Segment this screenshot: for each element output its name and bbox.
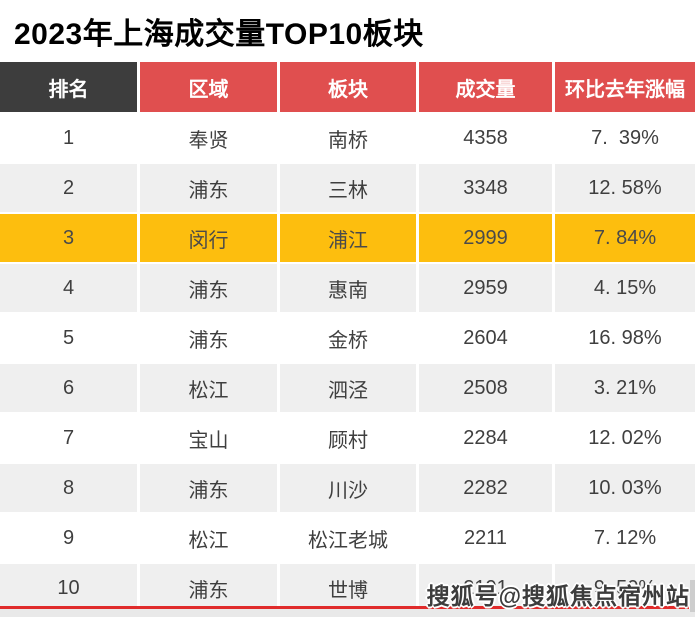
cell-volume-highlighted: 2999 xyxy=(419,214,552,262)
cell-volume: 2604 xyxy=(419,314,552,362)
cell-area: 川沙 xyxy=(280,464,416,512)
cell-yoy: 10. 03% xyxy=(555,464,695,512)
cell-yoy: 7. 39% xyxy=(555,114,695,162)
cell-yoy: 12. 02% xyxy=(555,414,695,462)
cell-district: 松江 xyxy=(140,514,277,562)
cell-area: 金桥 xyxy=(280,314,416,362)
cell-district-highlighted: 闵行 xyxy=(140,214,277,262)
cell-yoy-highlighted: 7. 84% xyxy=(555,214,695,262)
column-header-district: 区域 xyxy=(140,62,277,112)
cell-yoy: 16. 98% xyxy=(555,314,695,362)
cell-volume: 2959 xyxy=(419,264,552,312)
cell-rank: 5 xyxy=(0,314,137,362)
cell-yoy: 4. 15% xyxy=(555,264,695,312)
scrollbar-thumb[interactable] xyxy=(690,580,695,612)
cell-yoy: 9. 50% xyxy=(555,564,695,606)
column-header-volume: 成交量 xyxy=(419,62,552,112)
cell-yoy: 12. 58% xyxy=(555,164,695,212)
cell-district: 浦东 xyxy=(140,464,277,512)
cell-rank: 6 xyxy=(0,364,137,412)
bottom-red-divider xyxy=(0,606,689,609)
cell-area: 松江老城 xyxy=(280,514,416,562)
cell-rank: 8 xyxy=(0,464,137,512)
cell-area: 泗泾 xyxy=(280,364,416,412)
bottom-band xyxy=(0,609,695,617)
cell-rank: 10 xyxy=(0,564,137,606)
cell-volume: 2191 xyxy=(419,564,552,606)
cell-volume: 2508 xyxy=(419,364,552,412)
cell-area: 三林 xyxy=(280,164,416,212)
cell-district: 浦东 xyxy=(140,564,277,606)
column-header-rank: 排名 xyxy=(0,62,137,112)
watermark: 搜狐号@搜狐焦点宿州站 xyxy=(426,583,690,609)
cell-area-highlighted: 浦江 xyxy=(280,214,416,262)
cell-volume: 3348 xyxy=(419,164,552,212)
cell-yoy: 7. 12% xyxy=(555,514,695,562)
cell-district: 松江 xyxy=(140,364,277,412)
cell-rank: 4 xyxy=(0,264,137,312)
cell-area: 惠南 xyxy=(280,264,416,312)
title-bar: 2023年上海成交量TOP10板块 xyxy=(0,0,695,62)
cell-volume: 2282 xyxy=(419,464,552,512)
cell-rank-highlighted: 3 xyxy=(0,214,137,262)
cell-rank: 2 xyxy=(0,164,137,212)
cell-yoy: 3. 21% xyxy=(555,364,695,412)
cell-district: 浦东 xyxy=(140,314,277,362)
cell-district: 浦东 xyxy=(140,264,277,312)
cell-rank: 7 xyxy=(0,414,137,462)
cell-district: 宝山 xyxy=(140,414,277,462)
cell-area: 世博 xyxy=(280,564,416,606)
column-header-area: 板块 xyxy=(280,62,416,112)
page-title: 2023年上海成交量TOP10板块 xyxy=(14,18,424,51)
cell-district: 奉贤 xyxy=(140,114,277,162)
cell-volume: 2284 xyxy=(419,414,552,462)
cell-rank: 9 xyxy=(0,514,137,562)
column-header-yoy: 环比去年涨幅 xyxy=(555,62,695,112)
cell-district: 浦东 xyxy=(140,164,277,212)
top10-table: 排名 区域 板块 成交量 环比去年涨幅 1 奉贤 南桥 4358 7. 39% … xyxy=(0,62,695,606)
cell-volume: 4358 xyxy=(419,114,552,162)
table-clip: 排名 区域 板块 成交量 环比去年涨幅 1 奉贤 南桥 4358 7. 39% … xyxy=(0,62,695,606)
cell-rank: 1 xyxy=(0,114,137,162)
cell-volume: 2211 xyxy=(419,514,552,562)
cell-area: 顾村 xyxy=(280,414,416,462)
cell-area: 南桥 xyxy=(280,114,416,162)
